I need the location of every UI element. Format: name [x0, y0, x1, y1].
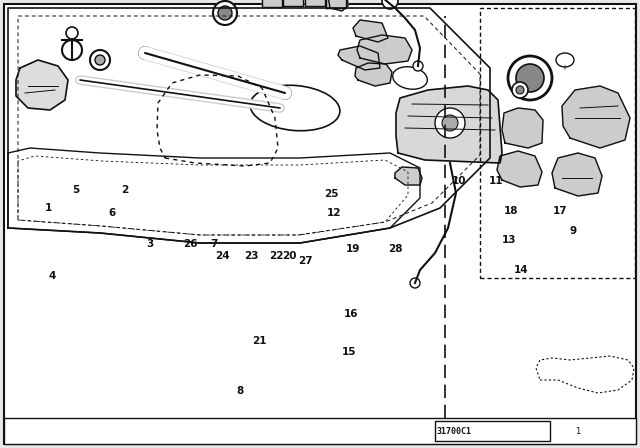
Text: 31700C1: 31700C1	[437, 426, 472, 435]
Text: 14: 14	[515, 265, 529, 275]
Polygon shape	[338, 46, 380, 70]
Text: 18: 18	[504, 207, 518, 216]
Circle shape	[410, 278, 420, 288]
Polygon shape	[562, 86, 630, 148]
Text: 1: 1	[44, 203, 52, 213]
Text: 15: 15	[342, 347, 356, 357]
Circle shape	[516, 86, 524, 94]
Text: 24: 24	[216, 251, 230, 261]
Text: 22: 22	[269, 251, 284, 261]
Polygon shape	[355, 63, 392, 86]
Text: 5: 5	[72, 185, 79, 195]
Text: 9: 9	[569, 226, 577, 236]
Circle shape	[512, 82, 528, 98]
Polygon shape	[328, 0, 348, 11]
Ellipse shape	[393, 67, 428, 89]
Bar	[4, 418, 636, 444]
Text: 2: 2	[121, 185, 129, 195]
Text: 27: 27	[299, 256, 313, 266]
Polygon shape	[396, 86, 502, 163]
Circle shape	[95, 55, 105, 65]
Circle shape	[442, 115, 458, 131]
Bar	[435, 421, 550, 441]
Text: 10: 10	[452, 177, 467, 186]
Circle shape	[413, 61, 423, 71]
Text: 11: 11	[489, 177, 503, 186]
Text: 3: 3	[147, 239, 154, 249]
Circle shape	[62, 40, 82, 60]
Text: 8: 8	[236, 386, 244, 396]
Circle shape	[139, 47, 151, 59]
Ellipse shape	[250, 85, 340, 131]
Text: 21: 21	[252, 336, 266, 346]
Circle shape	[66, 27, 78, 39]
Polygon shape	[552, 153, 602, 196]
Text: 19: 19	[346, 244, 360, 254]
Polygon shape	[283, 0, 303, 6]
Circle shape	[382, 0, 398, 9]
Polygon shape	[497, 151, 542, 187]
Text: I: I	[563, 65, 565, 71]
Polygon shape	[262, 0, 282, 7]
Text: 28: 28	[388, 244, 403, 254]
Text: 13: 13	[502, 235, 516, 245]
Text: 25: 25	[324, 189, 339, 198]
Circle shape	[279, 87, 291, 99]
Circle shape	[213, 1, 237, 25]
Text: 1: 1	[575, 426, 580, 435]
Circle shape	[516, 64, 544, 92]
Text: 4: 4	[49, 271, 56, 280]
Text: 6: 6	[108, 208, 116, 218]
Polygon shape	[502, 108, 543, 148]
Polygon shape	[395, 167, 422, 185]
Circle shape	[508, 56, 552, 100]
Text: 12: 12	[327, 208, 341, 218]
Polygon shape	[16, 60, 68, 110]
Text: 17: 17	[553, 207, 567, 216]
Text: 20: 20	[282, 251, 296, 261]
Polygon shape	[305, 0, 325, 6]
Polygon shape	[353, 20, 388, 42]
Circle shape	[90, 50, 110, 70]
Text: 16: 16	[344, 310, 358, 319]
Circle shape	[218, 6, 232, 20]
Polygon shape	[326, 0, 346, 8]
Circle shape	[435, 108, 465, 138]
Text: 7: 7	[211, 239, 218, 249]
Ellipse shape	[556, 53, 574, 67]
Polygon shape	[357, 35, 412, 64]
Text: 26: 26	[184, 239, 198, 249]
Text: 23: 23	[244, 251, 258, 261]
